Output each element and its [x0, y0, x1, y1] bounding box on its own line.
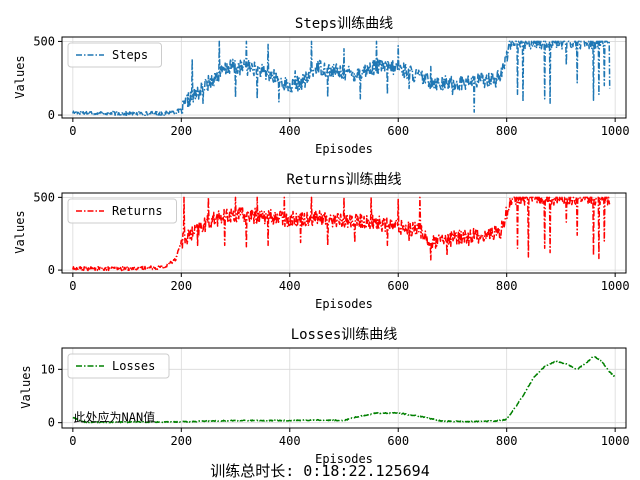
y-tick-label: 0	[48, 416, 55, 430]
x-axis-label: Episodes	[315, 297, 373, 311]
x-tick-label: 800	[496, 279, 518, 293]
x-tick-label: 600	[387, 124, 409, 138]
x-tick-label: 600	[387, 279, 409, 293]
x-tick-label: 0	[69, 124, 76, 138]
plot-frame	[61, 347, 627, 429]
x-tick-label: 200	[170, 434, 192, 448]
x-tick-label: 800	[496, 434, 518, 448]
x-axis-label: Episodes	[315, 452, 373, 466]
y-tick-label: 0	[48, 108, 55, 122]
y-tick-label: 10	[41, 362, 55, 376]
x-tick-label: 200	[170, 124, 192, 138]
y-axis-label: Values	[19, 365, 33, 408]
y-tick-label: 0	[48, 263, 55, 277]
steps-panel: Steps训练曲线 Episodes Values 0 200 400 600 800 1…	[13, 16, 630, 156]
legend-box	[67, 198, 177, 224]
x-tick-label: 200	[170, 279, 192, 293]
y-axis-label: Values	[13, 55, 27, 98]
x-tick-label: 400	[279, 124, 301, 138]
legend-box	[67, 353, 170, 379]
x-tick-label: 400	[279, 279, 301, 293]
legend-label: Losses	[112, 359, 155, 373]
chart-title: Losses训练曲线	[291, 327, 398, 343]
x-tick-label: 800	[496, 124, 518, 138]
legend-label: Steps	[112, 48, 148, 62]
x-tick-label: 0	[69, 434, 76, 448]
legend-label: Returns	[112, 204, 163, 218]
x-tick-label: 1000	[601, 124, 630, 138]
chart-title: Steps训练曲线	[295, 16, 393, 32]
returns-panel: Returns训练曲线 Episodes Values 0 200 400 600 80…	[13, 172, 630, 311]
y-axis-label: Values	[13, 210, 27, 253]
plot-frame	[61, 36, 627, 119]
losses-panel: Losses训练曲线 Episodes Values 0 200 400 600 800…	[19, 327, 630, 466]
series-line	[72, 196, 611, 272]
x-axis-label: Episodes	[315, 142, 373, 156]
annotation-label: 此处应为NAN值	[74, 409, 156, 424]
legend-box	[67, 42, 162, 68]
y-tick-label: 500	[33, 190, 55, 204]
series-line	[72, 355, 616, 424]
x-tick-label: 400	[279, 434, 301, 448]
x-tick-label: 600	[387, 434, 409, 448]
series-line	[72, 40, 611, 117]
y-tick-label: 500	[33, 34, 55, 48]
training-duration-footer: 训练总时长: 0:18:22.125694	[210, 462, 430, 480]
chart-title: Returns训练曲线	[286, 172, 401, 188]
x-tick-label: 1000	[601, 279, 630, 293]
x-tick-label: 0	[69, 279, 76, 293]
plot-frame	[61, 192, 627, 274]
x-tick-label: 1000	[601, 434, 630, 448]
